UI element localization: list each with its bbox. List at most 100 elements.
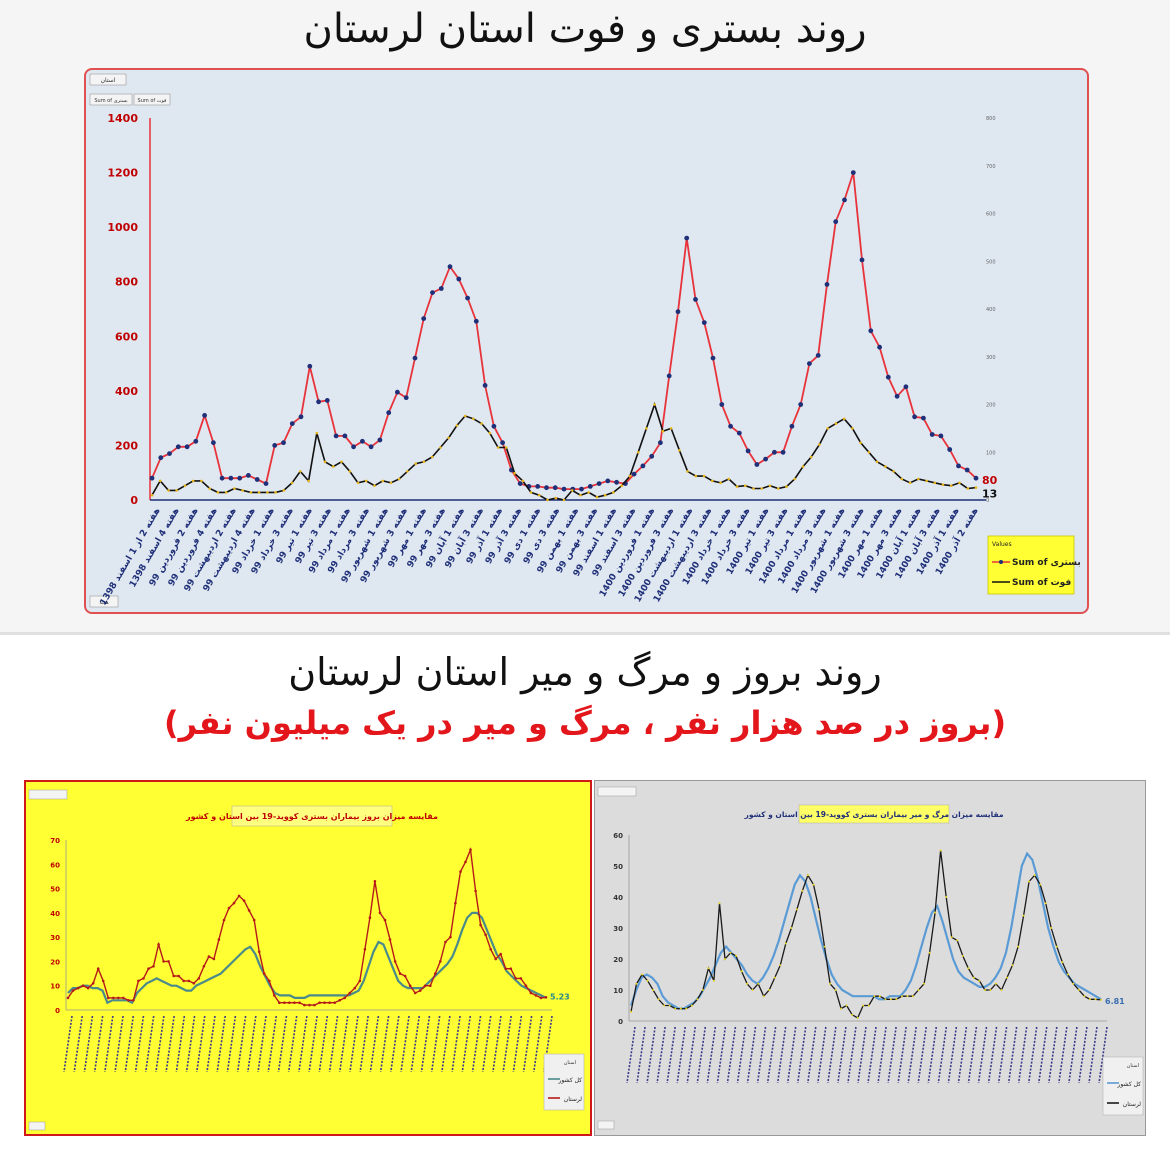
- hospitalized-point: [438, 286, 444, 291]
- death-point: [439, 446, 442, 449]
- x-tick-label-mark: [1047, 1026, 1058, 1084]
- x-tick-label-mark: [1078, 1026, 1088, 1084]
- province-point: [494, 957, 498, 961]
- death-point: [785, 485, 788, 488]
- field-chip-a: [89, 93, 133, 106]
- x-tick-label-mark: [907, 1026, 917, 1084]
- province-point: [418, 989, 422, 992]
- legend-title: استان: [564, 1060, 576, 1066]
- death-point: [933, 481, 937, 485]
- province-point: [363, 948, 367, 951]
- death-point: [175, 489, 178, 492]
- death-point: [414, 462, 418, 466]
- province-point: [217, 938, 221, 941]
- province-point: [768, 989, 771, 991]
- hospitalized-point: [859, 257, 865, 263]
- province-point: [514, 977, 518, 980]
- hospitalized-point: [921, 415, 926, 421]
- province-point: [762, 995, 765, 998]
- hospitalized-point: [395, 389, 400, 395]
- x-tick-label-mark: [83, 1015, 94, 1073]
- province-point: [469, 848, 472, 851]
- province-point: [162, 960, 165, 963]
- x-tick-label-mark: [897, 1026, 907, 1084]
- series-hospitalized-line: [151, 172, 977, 490]
- death-point: [480, 422, 483, 425]
- hospitalized-point: [614, 479, 619, 485]
- province-point: [142, 977, 145, 980]
- series-province-line: [67, 846, 547, 1006]
- death-point: [669, 427, 673, 430]
- hospitalized-point: [605, 478, 611, 484]
- province-point: [247, 909, 251, 912]
- series-death-line: [151, 401, 977, 501]
- x-tick-label-mark: [328, 1015, 339, 1073]
- death-point: [381, 479, 385, 483]
- province-point: [293, 1001, 296, 1004]
- x-tick-label-mark: [796, 1026, 807, 1084]
- province-point: [912, 995, 914, 998]
- hospitalized-point: [833, 219, 839, 225]
- x-tick-label-mark: [308, 1015, 318, 1073]
- death-point: [266, 491, 269, 494]
- x-tick-label-mark: [1088, 1026, 1098, 1084]
- hospitalized-point: [333, 433, 339, 439]
- category-chip: [89, 595, 119, 608]
- x-tick-label-mark: [806, 1026, 817, 1084]
- page-title-incidence: روند بروز و مرگ و میر استان لرستان: [288, 650, 882, 694]
- death-point: [570, 489, 574, 492]
- hospitalized-point: [842, 197, 847, 203]
- province-point: [801, 889, 804, 892]
- province-point: [729, 951, 732, 954]
- x-tick-label-mark: [716, 1026, 727, 1084]
- province-point: [735, 954, 738, 957]
- hospitalized-point: [412, 355, 418, 361]
- province-point: [227, 906, 231, 910]
- hospitalized-point: [456, 276, 462, 282]
- x-tick-label-mark: [927, 1026, 938, 1084]
- x-tick-label-mark: [676, 1026, 687, 1084]
- province-point: [519, 977, 523, 980]
- province-point: [96, 967, 100, 970]
- filter-chip: [28, 789, 68, 800]
- province-point: [840, 1007, 843, 1010]
- hospitalized-point: [877, 344, 882, 350]
- province-point: [212, 957, 216, 961]
- x-tick-label-mark: [696, 1026, 707, 1084]
- hospitalized-point: [552, 485, 558, 491]
- province-point: [101, 979, 105, 983]
- hospitalized-point: [964, 467, 970, 473]
- y-tick-label: 10: [50, 983, 60, 991]
- death-point: [966, 487, 970, 490]
- x-tick-label-mark: [481, 1015, 492, 1073]
- hospitalized-point: [719, 402, 725, 407]
- category-chip: [597, 1120, 615, 1130]
- death-point: [628, 474, 632, 478]
- hospitalized-point: [368, 444, 374, 450]
- death-point: [554, 496, 558, 500]
- province-point: [122, 996, 125, 1000]
- y-tick-label: 10: [613, 987, 623, 995]
- death-point: [521, 479, 525, 483]
- province-point: [268, 979, 271, 983]
- death-point: [735, 485, 739, 488]
- death-point: [760, 487, 764, 490]
- province-point: [773, 976, 776, 979]
- death-point: [941, 483, 945, 487]
- x-tick-label-mark: [1027, 1026, 1038, 1084]
- hospitalized-point: [815, 353, 821, 358]
- province-point: [444, 940, 447, 944]
- province-point: [635, 982, 638, 985]
- province-point: [818, 908, 820, 911]
- hospitalized-point: [763, 456, 768, 462]
- hospitalized-point: [254, 477, 260, 482]
- hospitalized-point: [807, 361, 812, 366]
- death-point: [974, 486, 978, 489]
- province-point: [177, 974, 180, 978]
- x-tick-label-mark: [532, 1015, 543, 1073]
- hospitalized-point: [675, 309, 681, 315]
- hospitalized-point: [658, 440, 663, 446]
- filter-chip: [597, 786, 637, 797]
- province-point: [751, 989, 754, 991]
- x-tick-label-mark: [666, 1026, 676, 1084]
